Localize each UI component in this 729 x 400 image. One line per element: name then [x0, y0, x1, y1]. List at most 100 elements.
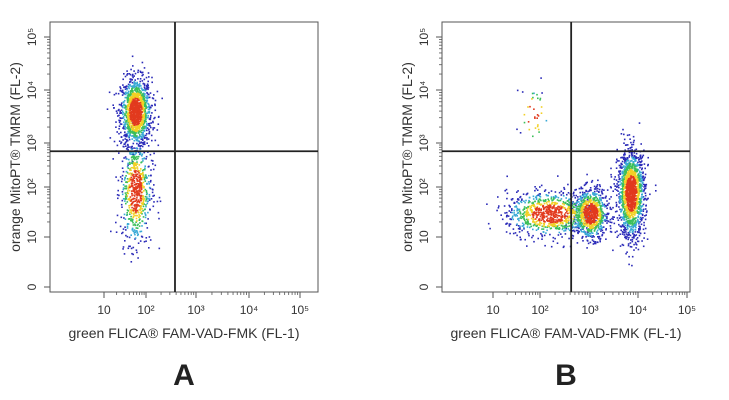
event-point [125, 116, 128, 119]
event-point [631, 214, 633, 216]
event-point [588, 229, 591, 231]
event-point [133, 136, 135, 138]
event-point [145, 205, 147, 208]
event-point [138, 214, 140, 216]
event-point [117, 197, 119, 200]
event-point [579, 225, 582, 228]
event-point [131, 198, 133, 201]
event-point [634, 156, 636, 158]
event-point [123, 86, 125, 88]
event-point [627, 196, 629, 199]
event-point [528, 213, 531, 216]
event-point [610, 221, 613, 224]
event-point [145, 96, 147, 99]
event-point [137, 92, 139, 94]
event-point [516, 234, 518, 237]
event-point [582, 204, 585, 206]
event-point [147, 88, 149, 91]
event-point [142, 93, 144, 95]
event-point [150, 104, 153, 107]
event-point [130, 99, 133, 101]
event-point [516, 201, 518, 203]
event-point [151, 76, 153, 79]
event-point [627, 222, 630, 224]
event-point [644, 208, 647, 210]
event-point [540, 204, 542, 206]
event-point [150, 198, 153, 200]
event-point [625, 169, 627, 171]
event-point [511, 217, 514, 219]
event-point [560, 218, 563, 220]
event-point [129, 80, 132, 83]
event-point [625, 233, 628, 235]
event-point [129, 245, 131, 248]
event-point [116, 131, 118, 133]
event-point [635, 148, 638, 151]
event-point [579, 221, 582, 223]
event-point [519, 211, 522, 214]
event-point [128, 132, 131, 134]
event-point [517, 225, 520, 227]
event-point [582, 231, 584, 233]
event-point [122, 246, 125, 248]
event-point [586, 198, 589, 201]
event-point [593, 226, 596, 229]
event-point [626, 167, 628, 170]
event-point [153, 127, 156, 129]
event-point [576, 220, 579, 222]
event-point [144, 107, 147, 110]
event-point [575, 216, 578, 219]
event-point [623, 223, 625, 225]
event-point [628, 220, 630, 223]
event-point [132, 157, 135, 160]
event-point [639, 205, 642, 207]
event-point [625, 170, 627, 172]
event-point [149, 181, 152, 183]
event-point [139, 118, 141, 120]
event-point [560, 224, 563, 227]
event-point [124, 185, 126, 188]
event-point [579, 219, 581, 221]
event-point [142, 134, 144, 136]
event-point [619, 165, 622, 167]
event-point [639, 156, 642, 159]
event-point [630, 171, 632, 174]
event-point [643, 177, 646, 180]
event-point [590, 201, 592, 204]
event-point [553, 197, 555, 199]
event-point [574, 203, 576, 206]
event-point [588, 228, 590, 230]
event-point [596, 208, 598, 210]
event-point [140, 138, 143, 140]
event-point [562, 192, 564, 195]
event-point [130, 146, 132, 148]
event-point [624, 167, 626, 170]
event-point [122, 127, 124, 129]
event-point [135, 211, 137, 214]
event-point [132, 73, 134, 76]
event-point [637, 188, 640, 190]
event-point [124, 106, 127, 109]
event-point [627, 231, 630, 234]
event-point [531, 209, 533, 211]
event-point [546, 229, 548, 232]
event-point [133, 135, 135, 137]
panel-a-frame [49, 21, 319, 293]
event-point [148, 183, 150, 185]
event-point [620, 198, 623, 201]
event-point [138, 180, 140, 182]
event-point [618, 214, 621, 217]
event-point [141, 183, 143, 185]
event-point [627, 159, 630, 162]
event-point [143, 84, 146, 87]
event-point [526, 210, 528, 213]
event-point [631, 149, 633, 151]
event-point [630, 168, 633, 171]
event-point [636, 237, 639, 239]
event-point [575, 214, 578, 217]
event-point [141, 158, 144, 160]
event-point [625, 171, 627, 173]
event-point [141, 131, 144, 134]
event-point [519, 132, 522, 134]
event-point [565, 221, 568, 224]
